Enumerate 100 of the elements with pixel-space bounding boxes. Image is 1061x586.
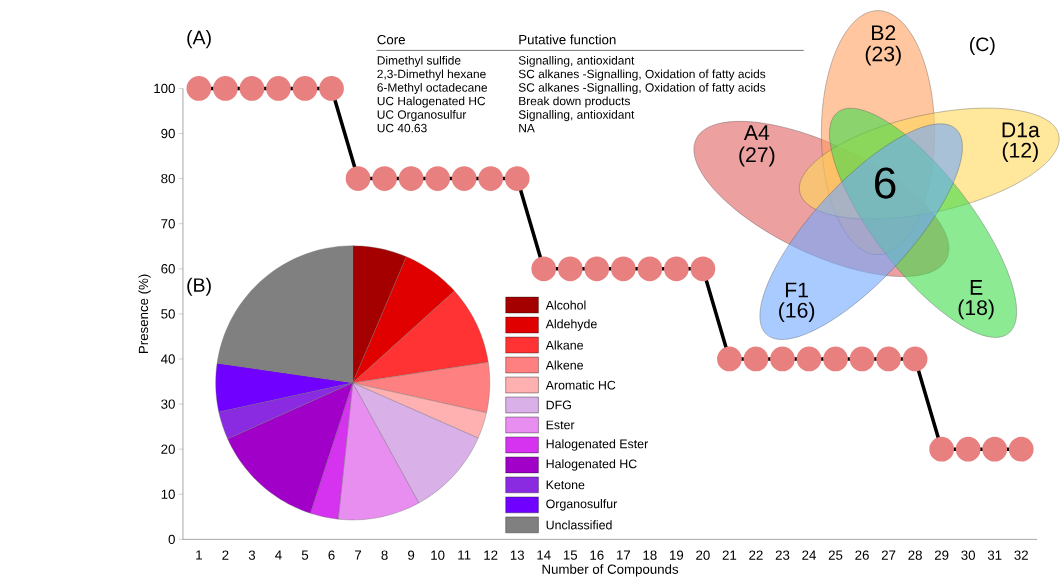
x-tick-label: 19 (670, 550, 684, 560)
legend-label: Halogenated Ester (546, 439, 648, 451)
category-label: E (970, 279, 983, 295)
point (743, 346, 769, 372)
y-axis-title: Presence (%) (138, 274, 151, 353)
text: (C) (970, 36, 995, 55)
point (690, 256, 716, 282)
y-tick-label: 10 (161, 489, 175, 499)
legend-label: Alkane (545, 340, 583, 350)
x-tick-label: 4 (275, 550, 282, 560)
legend-label: DFG (546, 400, 571, 410)
point (345, 166, 371, 191)
category-label: A4 (743, 125, 770, 140)
annotation: Break down products (519, 96, 630, 108)
y-tick-label: 70 (161, 218, 175, 229)
legend-label: Ester (546, 420, 575, 430)
x-tick-label: 1 (196, 550, 202, 560)
data-label: (12) (1002, 142, 1038, 162)
legend-label: Organosulfur (546, 499, 618, 511)
point (292, 75, 318, 101)
text: (A) (187, 29, 211, 49)
point (663, 256, 689, 282)
x-tick-label: 13 (510, 550, 524, 560)
x-tick-label: 2 (222, 550, 229, 560)
text: Core (377, 34, 405, 45)
x-tick-label: 12 (484, 550, 498, 560)
y-tick-label: 50 (161, 309, 175, 319)
text: Signalling, antioxidant (518, 55, 635, 67)
point (372, 166, 397, 191)
point (584, 256, 610, 282)
x-tick-label: 29 (934, 550, 949, 560)
y-tick-label: 30 (161, 399, 175, 409)
x-tick-label: 6 (328, 550, 335, 560)
legend-label: Ketone (546, 480, 585, 490)
annotation: UC 40.63 (377, 123, 427, 133)
text: Dimethyl sulfide (377, 55, 461, 67)
point (319, 75, 344, 101)
point (478, 166, 504, 191)
data-label: (18) (958, 299, 994, 320)
text: 2,3-Dimethyl hexane (377, 69, 486, 81)
text: Putative function (519, 34, 616, 45)
point (398, 166, 424, 191)
x-tick-label: 23 (775, 550, 790, 560)
x-tick-label: 11 (458, 550, 471, 560)
y-tick-label: 90 (161, 128, 175, 139)
annotation: (B) (187, 277, 211, 296)
y-tick-label: 20 (161, 444, 175, 454)
x-tick-label: 14 (537, 550, 551, 560)
point (770, 346, 795, 372)
x-tick-label: 8 (381, 550, 388, 560)
x-tick-label: 31 (987, 550, 1002, 560)
y-tick-label: 40 (160, 354, 175, 364)
x-tick-label: 5 (301, 550, 309, 560)
x-tick-label: 7 (355, 550, 362, 560)
annotation: NA (519, 123, 535, 133)
point (637, 256, 663, 282)
y-tick-label: 100 (154, 83, 175, 93)
x-tick-label: 30 (961, 550, 976, 560)
legend-label: Aldehyde (545, 319, 597, 331)
annotation: 6-Methyl octadecane (377, 82, 488, 94)
x-tick-label: 17 (616, 550, 631, 560)
annotation: SC alkanes -Signalling, Oxidation of fatty acids (518, 82, 766, 94)
point (186, 75, 212, 101)
annotation: UC Organosulfur (377, 109, 467, 122)
x-tick-label: 10 (431, 550, 445, 560)
point (929, 436, 955, 462)
point (796, 346, 822, 372)
x-tick-label: 24 (802, 550, 816, 560)
legend-label: Aromatic HC (545, 380, 616, 390)
point (557, 256, 583, 282)
point (531, 256, 557, 282)
point (823, 346, 848, 372)
point (610, 256, 636, 282)
legend-label: Halogenated HC (546, 459, 637, 471)
x-tick-label: 18 (643, 550, 657, 560)
legend-label: Unclassified (546, 520, 612, 530)
annotation: Signalling, antioxidant (518, 109, 635, 122)
x-tick-label: 27 (881, 550, 896, 560)
annotation: 6 (875, 167, 896, 199)
point (717, 346, 742, 372)
x-tick-label: 25 (828, 550, 843, 560)
point (425, 166, 451, 191)
point (451, 166, 477, 191)
legend-label: Alkene (545, 360, 583, 370)
y-tick-label: 80 (161, 173, 175, 184)
category-label: D1a (1002, 122, 1040, 138)
point (504, 166, 530, 191)
y-tick-label: 0 (168, 534, 175, 544)
data-label: (23) (865, 45, 901, 66)
point (876, 346, 901, 372)
x-tick-label: 22 (749, 550, 763, 560)
point (902, 346, 928, 372)
x-tick-label: 20 (696, 550, 710, 560)
x-tick-label: 21 (722, 550, 737, 560)
point (266, 75, 291, 101)
text: SC alkanes -Signalling, Oxidation of fatty acids (518, 69, 766, 81)
data-label: (27) (739, 146, 775, 167)
x-tick-label: 32 (1014, 550, 1028, 560)
annotation: UC Halogenated HC (377, 96, 486, 108)
point (982, 436, 1008, 462)
